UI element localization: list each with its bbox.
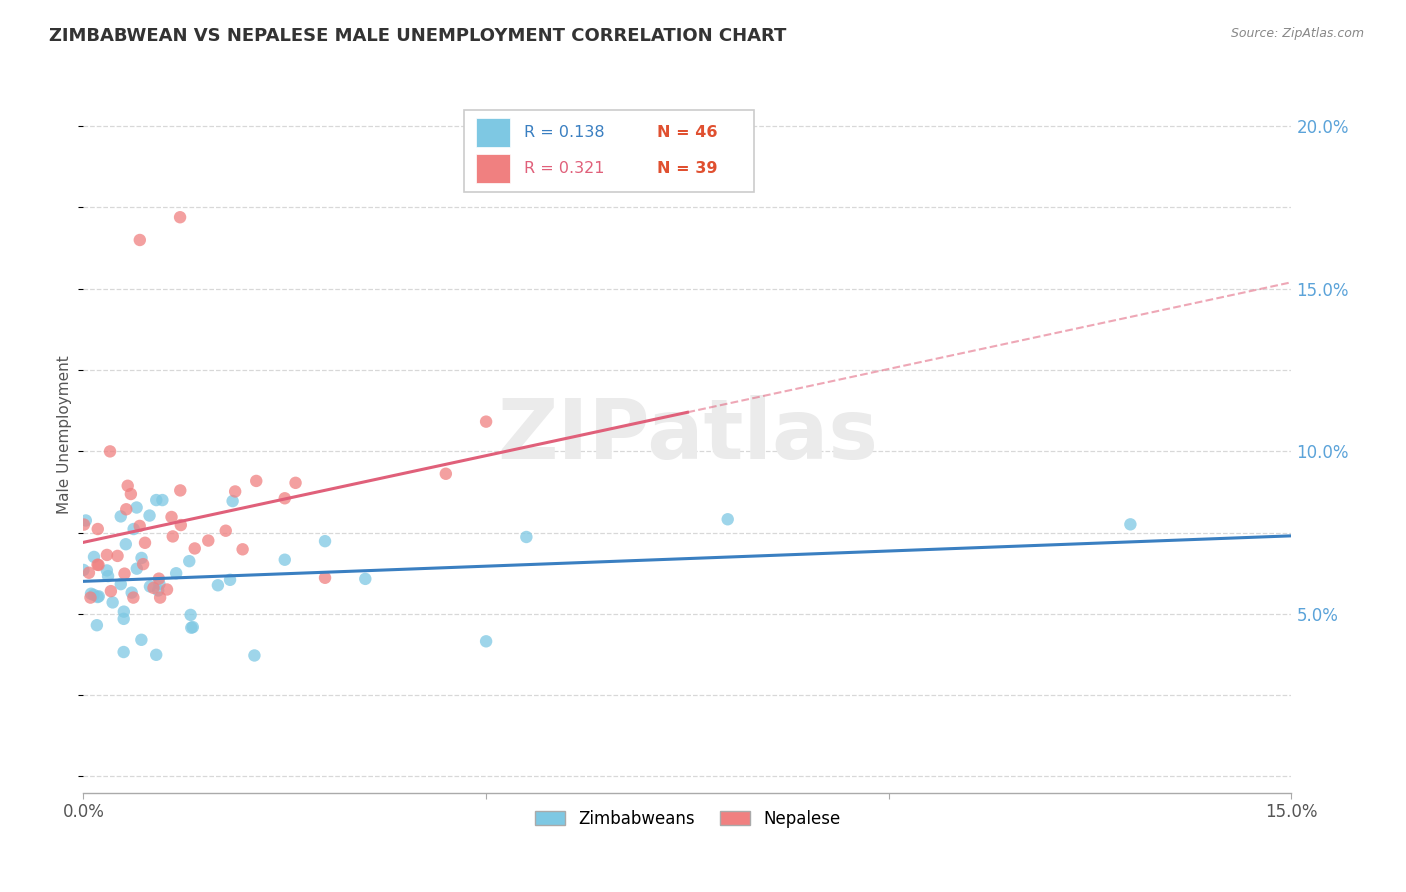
Point	[131, 551, 153, 566]
Point	[114, 537, 136, 551]
Point	[145, 493, 167, 508]
Point	[112, 605, 135, 619]
Point	[717, 512, 740, 526]
Point	[148, 583, 170, 598]
Y-axis label: Male Unemployment: Male Unemployment	[58, 356, 72, 515]
Point	[142, 581, 165, 595]
Point	[72, 563, 94, 577]
Point	[150, 493, 173, 508]
Point	[121, 585, 143, 599]
Point	[87, 558, 110, 572]
Point	[219, 573, 242, 587]
Point	[97, 569, 120, 583]
Point	[117, 479, 139, 493]
Point	[128, 519, 150, 533]
Point	[86, 590, 108, 604]
Point	[215, 524, 238, 538]
Point	[122, 591, 145, 605]
Point	[96, 548, 118, 562]
Point	[83, 549, 105, 564]
Point	[132, 557, 155, 571]
Point	[101, 595, 124, 609]
Point	[145, 648, 167, 662]
Point	[107, 549, 129, 563]
Point	[434, 467, 457, 481]
Legend: Zimbabweans, Nepalese: Zimbabweans, Nepalese	[529, 803, 846, 834]
Point	[87, 590, 110, 604]
Point	[1119, 517, 1142, 532]
Point	[86, 618, 108, 632]
Point	[515, 530, 537, 544]
Point	[475, 634, 498, 648]
Text: N = 39: N = 39	[657, 161, 717, 176]
Point	[274, 491, 297, 506]
Point	[73, 517, 96, 532]
Point	[115, 502, 138, 516]
Point	[314, 534, 336, 549]
Point	[180, 607, 202, 622]
Point	[138, 508, 160, 523]
Point	[170, 518, 193, 533]
Point	[122, 522, 145, 536]
Point	[80, 587, 103, 601]
Point	[207, 578, 229, 592]
Point	[86, 558, 108, 572]
Point	[134, 535, 156, 549]
Point	[139, 579, 162, 593]
Text: Source: ZipAtlas.com: Source: ZipAtlas.com	[1230, 27, 1364, 40]
Text: ZIPatlas: ZIPatlas	[496, 394, 877, 475]
Point	[184, 541, 207, 556]
Point	[120, 487, 142, 501]
FancyBboxPatch shape	[464, 110, 754, 192]
Point	[314, 571, 336, 585]
Text: N = 46: N = 46	[657, 125, 717, 140]
Point	[87, 522, 110, 536]
FancyBboxPatch shape	[477, 119, 510, 147]
Point	[169, 211, 191, 225]
Point	[274, 552, 297, 566]
Point	[110, 577, 132, 591]
Point	[83, 588, 105, 602]
Point	[284, 475, 307, 490]
Point	[149, 591, 172, 605]
Point	[128, 233, 150, 247]
Point	[181, 620, 204, 634]
Point	[475, 415, 498, 429]
Point	[160, 510, 183, 524]
Point	[156, 582, 179, 597]
Point	[98, 444, 121, 458]
Point	[221, 494, 243, 508]
Point	[180, 621, 202, 635]
Point	[245, 474, 267, 488]
Text: R = 0.138: R = 0.138	[524, 125, 605, 140]
FancyBboxPatch shape	[477, 154, 510, 183]
Point	[112, 645, 135, 659]
Point	[100, 584, 122, 599]
Text: ZIMBABWEAN VS NEPALESE MALE UNEMPLOYMENT CORRELATION CHART: ZIMBABWEAN VS NEPALESE MALE UNEMPLOYMENT…	[49, 27, 786, 45]
Point	[96, 563, 118, 577]
Point	[110, 509, 132, 524]
Point	[162, 529, 184, 543]
Point	[125, 500, 148, 515]
Point	[125, 562, 148, 576]
Point	[112, 612, 135, 626]
Point	[75, 513, 97, 527]
Point	[169, 483, 191, 498]
Point	[197, 533, 219, 548]
Point	[224, 484, 246, 499]
Point	[77, 566, 100, 580]
Point	[79, 591, 101, 605]
Point	[232, 542, 254, 557]
Point	[148, 577, 170, 591]
Point	[148, 572, 170, 586]
Text: R = 0.321: R = 0.321	[524, 161, 605, 176]
Point	[354, 572, 377, 586]
Point	[131, 632, 153, 647]
Point	[165, 566, 187, 581]
Point	[114, 566, 136, 581]
Point	[179, 554, 201, 568]
Point	[243, 648, 266, 663]
